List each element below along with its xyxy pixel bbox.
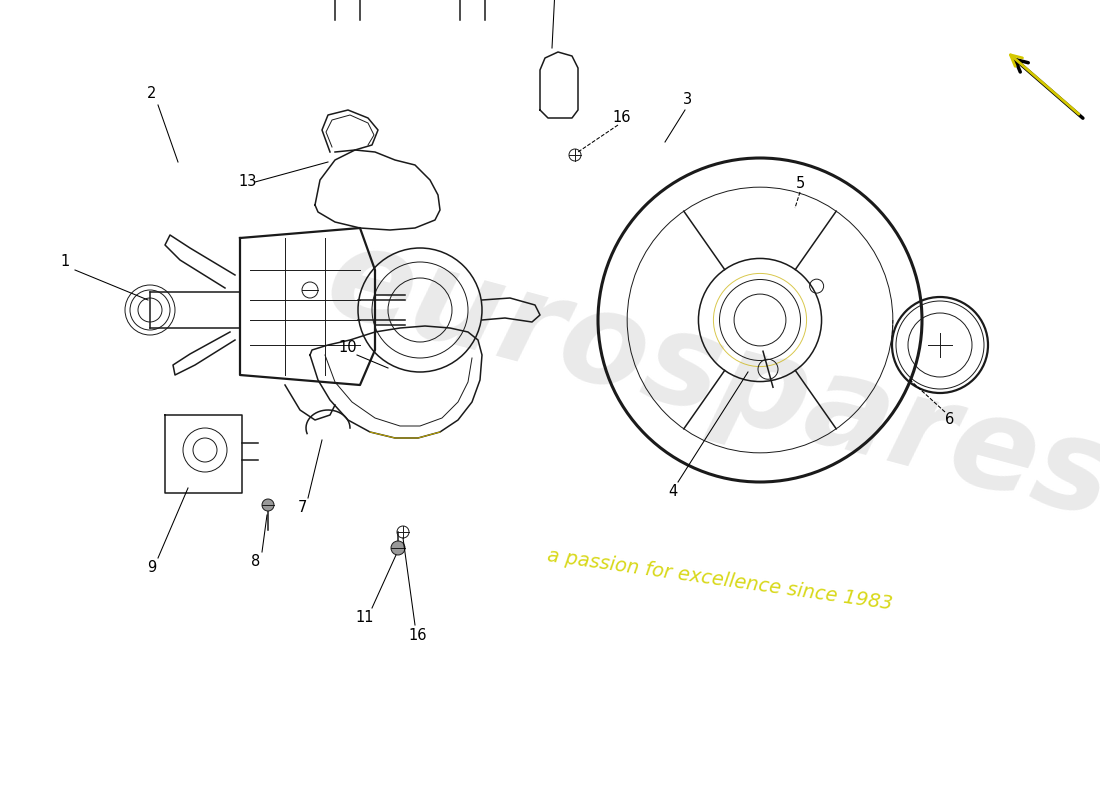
Text: 4: 4 <box>669 485 678 499</box>
Text: eurospares: eurospares <box>314 215 1100 545</box>
Circle shape <box>262 499 274 511</box>
Text: 16: 16 <box>613 110 631 126</box>
Text: 13: 13 <box>239 174 257 190</box>
Text: 2: 2 <box>147 86 156 102</box>
Text: 1: 1 <box>60 254 69 270</box>
Text: 10: 10 <box>339 341 358 355</box>
Circle shape <box>390 541 405 555</box>
Text: 11: 11 <box>355 610 374 626</box>
Text: 6: 6 <box>945 413 955 427</box>
Text: 7: 7 <box>297 501 307 515</box>
Text: 5: 5 <box>795 175 804 190</box>
Text: 3: 3 <box>683 93 693 107</box>
Text: 8: 8 <box>252 554 261 570</box>
Text: a passion for excellence since 1983: a passion for excellence since 1983 <box>546 546 894 614</box>
Text: 9: 9 <box>147 561 156 575</box>
Text: 16: 16 <box>409 627 427 642</box>
